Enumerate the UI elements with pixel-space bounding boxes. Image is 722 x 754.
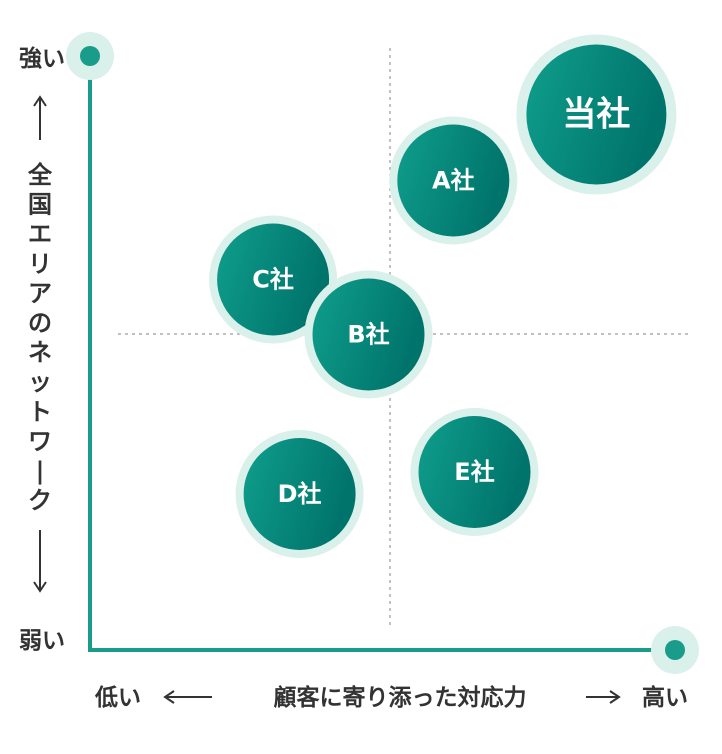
bubble-point: E社	[410, 408, 539, 536]
y-up-arrow	[33, 95, 47, 140]
bubble-point: A社	[389, 116, 518, 245]
y-axis-end-dot	[80, 46, 100, 66]
bubble-point: D社	[235, 430, 364, 558]
bubble-point: 当社	[516, 34, 677, 195]
bubble-marker	[217, 223, 330, 336]
x-low-label: 低い	[94, 685, 141, 711]
y-high-label: 強い	[19, 46, 65, 72]
bubble-layer: 当社 A社 C社 B社 E社 D社	[209, 34, 677, 558]
bubble-point: C社	[209, 215, 338, 344]
bubble-marker	[243, 438, 356, 550]
x-left-arrow	[163, 690, 212, 704]
x-axis-end-dot	[665, 640, 685, 660]
y-low-label: 弱い	[19, 628, 65, 654]
bubble-marker	[418, 416, 531, 528]
bubble-marker	[397, 124, 510, 237]
y-down-arrow	[33, 530, 47, 593]
x-high-label: 高い	[642, 684, 688, 711]
bubble-label: B社	[347, 321, 389, 349]
bubble-marker	[526, 44, 667, 185]
bubble-label: D社	[278, 480, 322, 508]
bubble-marker	[312, 278, 425, 391]
bubble-label: E社	[454, 458, 494, 486]
bubble-label: A社	[432, 167, 475, 195]
bubble-label: C社	[252, 266, 294, 294]
bubble-label: 当社	[562, 95, 630, 135]
bubble-point: B社	[304, 270, 433, 399]
y-axis-label: 全国エリアのネットワ|ク	[27, 161, 53, 515]
x-axis-label: 顧客に寄り添った対応力	[274, 684, 527, 711]
x-right-arrow	[586, 690, 621, 704]
